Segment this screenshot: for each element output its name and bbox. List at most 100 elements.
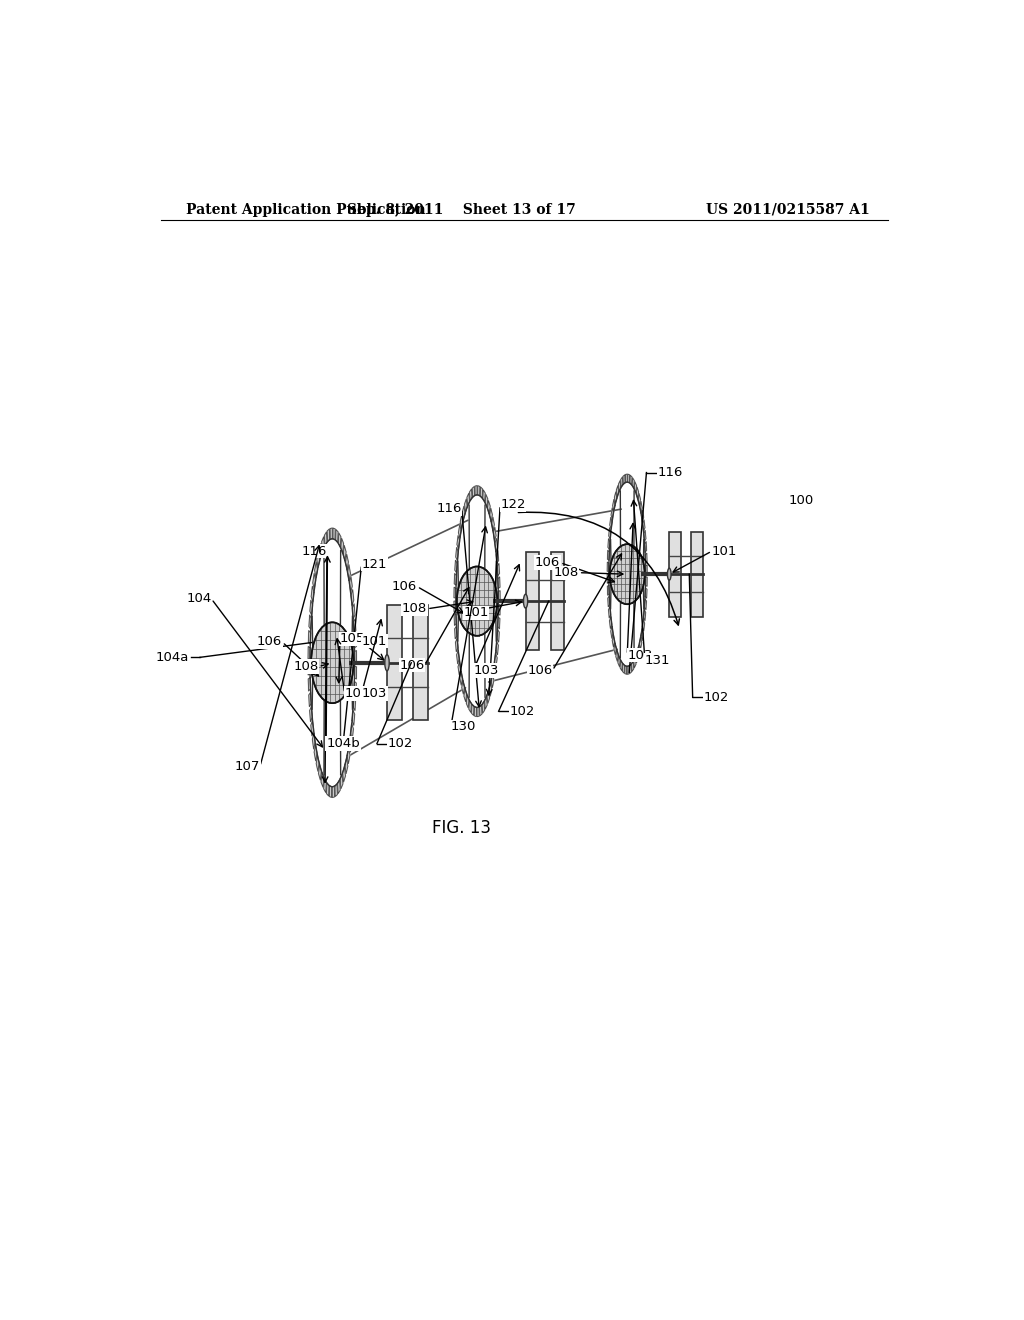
FancyBboxPatch shape [525,552,540,651]
Text: 104a: 104a [156,651,189,664]
Polygon shape [614,643,616,655]
Polygon shape [612,499,615,511]
Polygon shape [336,529,338,543]
Polygon shape [308,631,310,644]
Polygon shape [469,701,471,713]
Polygon shape [612,635,614,647]
Polygon shape [352,710,354,726]
Text: 102: 102 [703,690,729,704]
Polygon shape [324,779,327,792]
Polygon shape [609,517,612,529]
Polygon shape [319,544,322,558]
Polygon shape [308,677,310,692]
Polygon shape [341,539,344,553]
Text: 116: 116 [301,545,327,557]
Polygon shape [634,482,637,492]
Polygon shape [328,529,330,541]
Polygon shape [478,486,480,496]
Polygon shape [311,721,313,737]
Polygon shape [314,562,317,578]
Polygon shape [354,651,356,663]
Polygon shape [333,528,335,540]
Polygon shape [354,667,356,678]
Polygon shape [325,532,327,545]
Text: 106: 106 [392,579,417,593]
Polygon shape [309,693,311,706]
Text: 105: 105 [340,632,366,645]
Polygon shape [354,635,356,648]
Polygon shape [623,475,625,484]
Polygon shape [623,664,625,673]
Polygon shape [308,647,310,659]
Polygon shape [611,508,613,520]
Text: 107: 107 [234,760,260,774]
Polygon shape [608,528,611,539]
Polygon shape [487,500,490,513]
Text: 102: 102 [388,737,413,750]
Polygon shape [497,564,500,576]
Polygon shape [454,601,456,611]
Polygon shape [456,639,458,652]
Text: 105: 105 [345,686,370,700]
Polygon shape [462,506,465,520]
Text: 104: 104 [186,593,211,606]
Ellipse shape [457,566,498,636]
Polygon shape [621,660,623,671]
Polygon shape [454,614,457,626]
Polygon shape [330,785,332,797]
Polygon shape [625,665,627,675]
Polygon shape [466,696,469,708]
Polygon shape [465,499,467,512]
Ellipse shape [311,622,353,704]
Polygon shape [493,664,496,677]
Polygon shape [309,706,312,722]
Text: Sep. 8, 2011    Sheet 13 of 17: Sep. 8, 2011 Sheet 13 of 17 [347,203,577,216]
Polygon shape [335,784,337,796]
Polygon shape [454,587,456,598]
Text: 108: 108 [293,660,318,673]
Polygon shape [352,603,355,619]
Polygon shape [642,619,645,631]
Polygon shape [479,705,482,715]
Polygon shape [498,577,500,589]
Polygon shape [345,758,348,774]
Polygon shape [614,492,616,503]
FancyBboxPatch shape [670,532,681,616]
Polygon shape [495,653,498,667]
Polygon shape [645,577,647,586]
Polygon shape [316,552,319,568]
Polygon shape [498,605,500,615]
Polygon shape [349,737,352,752]
FancyBboxPatch shape [387,606,401,719]
FancyBboxPatch shape [551,552,564,651]
Text: 106: 106 [527,664,553,677]
Text: 103: 103 [473,664,499,677]
Polygon shape [318,764,322,780]
Polygon shape [457,651,459,664]
Text: 106: 106 [535,556,560,569]
Text: 106: 106 [399,659,425,672]
Polygon shape [455,627,457,639]
Polygon shape [621,477,623,487]
Polygon shape [330,528,333,540]
Polygon shape [608,539,610,549]
Polygon shape [628,474,630,483]
Polygon shape [349,577,352,593]
Polygon shape [487,690,489,704]
Polygon shape [354,681,356,696]
Polygon shape [458,661,461,675]
Polygon shape [460,515,463,528]
Polygon shape [626,474,628,483]
Polygon shape [312,573,315,589]
Polygon shape [480,487,482,498]
Polygon shape [632,478,634,488]
Polygon shape [498,618,500,628]
Polygon shape [617,656,621,667]
Polygon shape [638,645,640,656]
Polygon shape [471,705,474,715]
Text: 116: 116 [436,502,462,515]
Text: 103: 103 [361,686,387,700]
Polygon shape [607,585,609,595]
Polygon shape [636,487,639,499]
Polygon shape [643,610,646,620]
